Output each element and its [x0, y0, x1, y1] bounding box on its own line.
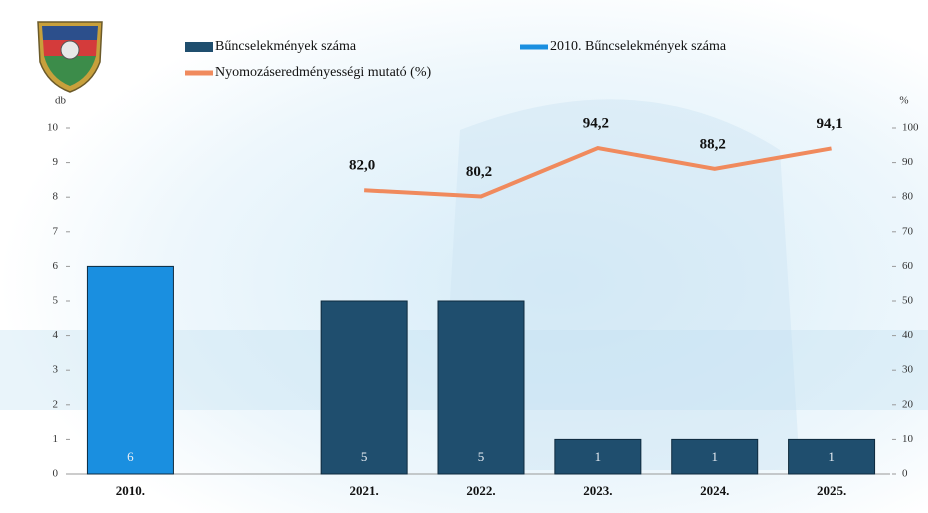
- x-tick-label: 2025.: [817, 483, 846, 498]
- bar-value-label: 1: [828, 449, 835, 464]
- bar-value-label: 5: [361, 449, 368, 464]
- y2-tick-label: 80: [902, 191, 914, 203]
- legend-label: Nyomozáseredményességi mutató (%): [215, 65, 431, 80]
- y2-tick-label: 30: [902, 364, 914, 376]
- y2-tick-label: 40: [902, 329, 914, 341]
- bar-value-label: 1: [595, 449, 602, 464]
- y2-tick-label: 60: [902, 260, 914, 272]
- x-tick-label: 2024.: [700, 483, 729, 498]
- y-tick-label: 7: [53, 225, 59, 237]
- y-tick-label: 5: [53, 295, 59, 307]
- y-tick-label: 1: [53, 433, 59, 445]
- y-tick-label: 2: [53, 398, 59, 410]
- y2-axis-label: %: [899, 95, 908, 107]
- legend-label: 2010. Bűncselekmények száma: [550, 39, 727, 54]
- x-tick-label: 2010.: [116, 483, 145, 498]
- y2-tick-label: 0: [902, 468, 908, 480]
- line-value-label: 94,2: [583, 116, 609, 132]
- bar-value-label: 6: [127, 449, 134, 464]
- y-tick-label: 10: [47, 122, 59, 134]
- y-tick-label: 4: [53, 329, 59, 341]
- y-tick-label: 0: [53, 468, 59, 480]
- y2-tick-label: 20: [902, 398, 914, 410]
- bar: [437, 300, 525, 475]
- bar: [86, 265, 174, 475]
- line-value-label: 82,0: [349, 158, 375, 174]
- bar: [554, 438, 642, 475]
- bar: [320, 300, 408, 475]
- bar-value-label: 5: [478, 449, 485, 464]
- y-tick-label: 3: [53, 364, 59, 376]
- y-axis-label: db: [55, 95, 67, 107]
- bar: [788, 438, 876, 475]
- y2-tick-label: 90: [902, 156, 914, 168]
- y-tick-label: 9: [53, 156, 59, 168]
- line-value-label: 94,1: [816, 116, 842, 132]
- y2-tick-label: 50: [902, 295, 914, 307]
- logo: [37, 21, 103, 93]
- legend-label: Bűncselekmények száma: [215, 39, 357, 54]
- y-tick-label: 6: [53, 260, 59, 272]
- bar: [671, 438, 759, 475]
- legend-swatch: [185, 42, 213, 52]
- line: [364, 145, 832, 199]
- y-tick-label: 8: [53, 191, 59, 203]
- x-tick-label: 2022.: [466, 483, 495, 498]
- line-value-label: 88,2: [700, 136, 726, 152]
- y2-tick-label: 100: [902, 122, 919, 134]
- building-silhouette: [440, 99, 800, 470]
- x-tick-label: 2023.: [583, 483, 612, 498]
- bar-value-label: 1: [711, 449, 718, 464]
- y2-tick-label: 10: [902, 433, 914, 445]
- x-tick-label: 2021.: [350, 483, 379, 498]
- line-value-label: 80,2: [466, 164, 492, 180]
- y2-tick-label: 70: [902, 225, 914, 237]
